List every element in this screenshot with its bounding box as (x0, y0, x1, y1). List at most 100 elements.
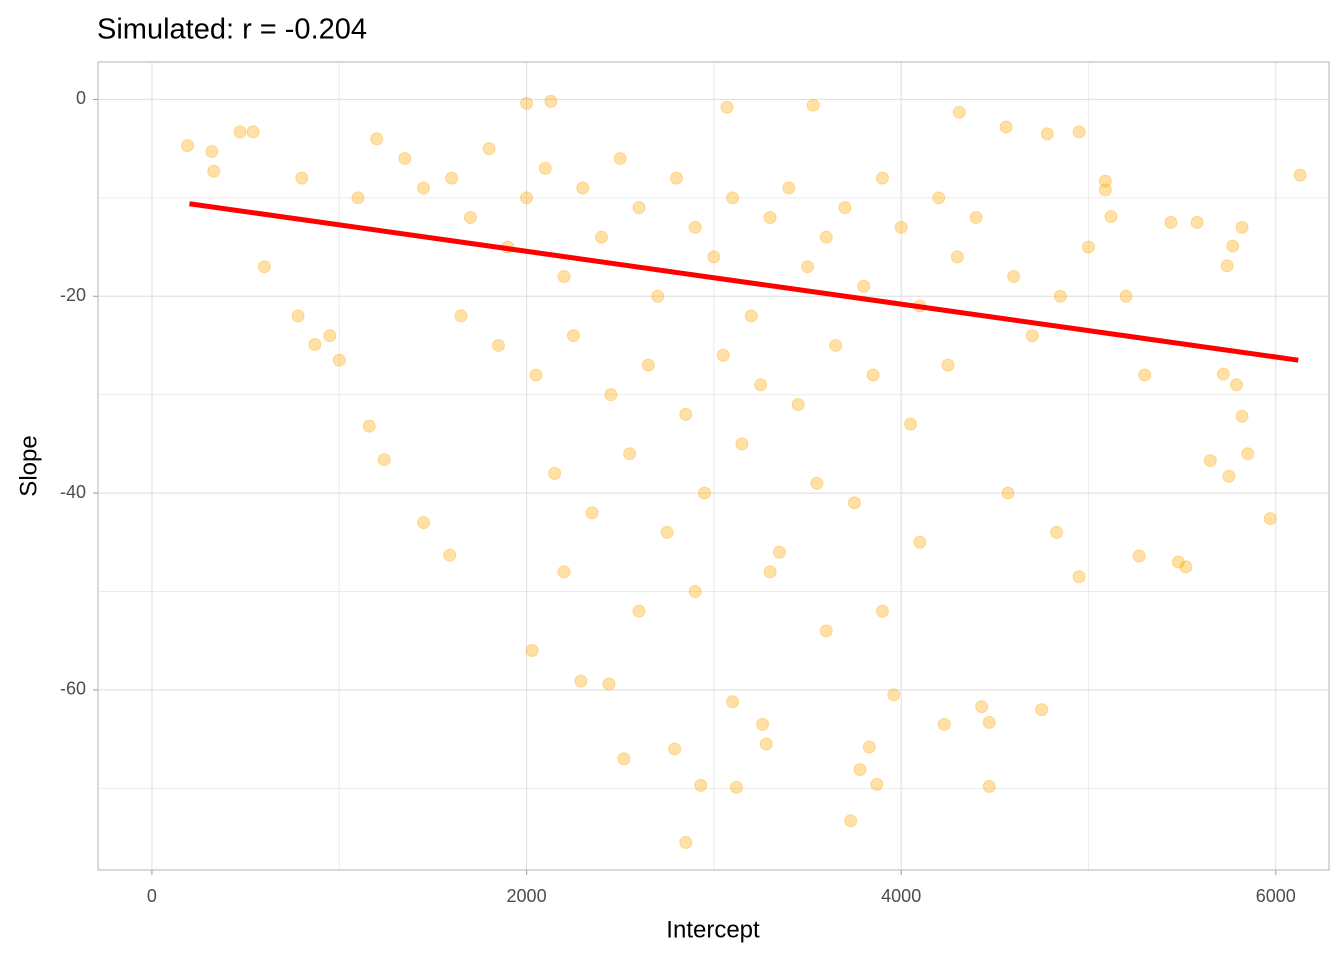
point (894, 220, 908, 234)
point (351, 191, 365, 205)
point (744, 309, 758, 323)
point (295, 171, 309, 185)
point (729, 780, 743, 794)
point (875, 171, 889, 185)
point (1072, 570, 1086, 584)
point (1035, 703, 1049, 717)
point (679, 835, 693, 849)
point (716, 348, 730, 362)
point (1229, 378, 1243, 392)
point (1216, 367, 1230, 381)
point (574, 674, 588, 688)
point (819, 230, 833, 244)
point (1235, 220, 1249, 234)
point (1132, 549, 1146, 563)
point (937, 717, 951, 731)
point (1025, 329, 1039, 343)
point (801, 260, 815, 274)
point (668, 742, 682, 756)
point (1171, 555, 1185, 569)
point (756, 717, 770, 731)
point (763, 565, 777, 579)
point (207, 164, 221, 178)
point (660, 525, 674, 539)
point (308, 337, 322, 351)
point (604, 388, 618, 402)
point (529, 368, 543, 382)
point (246, 125, 260, 139)
point (932, 191, 946, 205)
point (726, 695, 740, 709)
point (491, 338, 505, 352)
point (538, 161, 552, 175)
point (887, 688, 901, 702)
point (291, 309, 305, 323)
point (870, 777, 884, 791)
point (853, 763, 867, 777)
point (1053, 289, 1067, 303)
point (613, 151, 627, 165)
point (688, 220, 702, 234)
point (594, 230, 608, 244)
point (1241, 447, 1255, 461)
point (669, 171, 683, 185)
point (417, 516, 431, 530)
point (1220, 259, 1234, 273)
point (904, 417, 918, 431)
point (370, 132, 384, 146)
point (810, 476, 824, 490)
point (975, 700, 989, 714)
point (694, 778, 708, 792)
point (1098, 183, 1112, 197)
x-tick-label: 2000 (507, 886, 547, 906)
point (576, 181, 590, 195)
point (1040, 127, 1054, 141)
point (181, 139, 195, 153)
x-tick-label: 4000 (881, 886, 921, 906)
point (417, 181, 431, 195)
point (585, 506, 599, 520)
point (617, 752, 631, 766)
point (443, 548, 457, 562)
point (838, 201, 852, 215)
point (1072, 125, 1086, 139)
point (1263, 512, 1277, 526)
point (1190, 215, 1204, 229)
point (969, 210, 983, 224)
point (557, 270, 571, 284)
y-tick-label: -40 (60, 482, 86, 502)
point (844, 814, 858, 828)
point (520, 191, 534, 205)
point (398, 151, 412, 165)
panel-border (97, 61, 1330, 871)
point (1119, 289, 1133, 303)
point (1222, 469, 1236, 483)
x-tick-label: 6000 (1256, 886, 1296, 906)
point (641, 358, 655, 372)
point (688, 584, 702, 598)
y-axis-title: Slope (15, 435, 42, 496)
point (463, 210, 477, 224)
point (726, 191, 740, 205)
point (829, 338, 843, 352)
point (548, 466, 562, 480)
point (1203, 454, 1217, 468)
point (791, 397, 805, 411)
point (323, 329, 337, 343)
point (1293, 168, 1307, 182)
point (720, 100, 734, 114)
point (875, 604, 889, 618)
point (698, 486, 712, 500)
point (1007, 270, 1021, 284)
point (759, 737, 773, 751)
point (1001, 486, 1015, 500)
point (707, 250, 721, 264)
y-tick-label: -60 (60, 679, 86, 699)
point (679, 407, 693, 421)
point (982, 715, 996, 729)
point (362, 419, 376, 433)
point (1138, 368, 1152, 382)
point (482, 142, 496, 156)
point (377, 453, 391, 467)
